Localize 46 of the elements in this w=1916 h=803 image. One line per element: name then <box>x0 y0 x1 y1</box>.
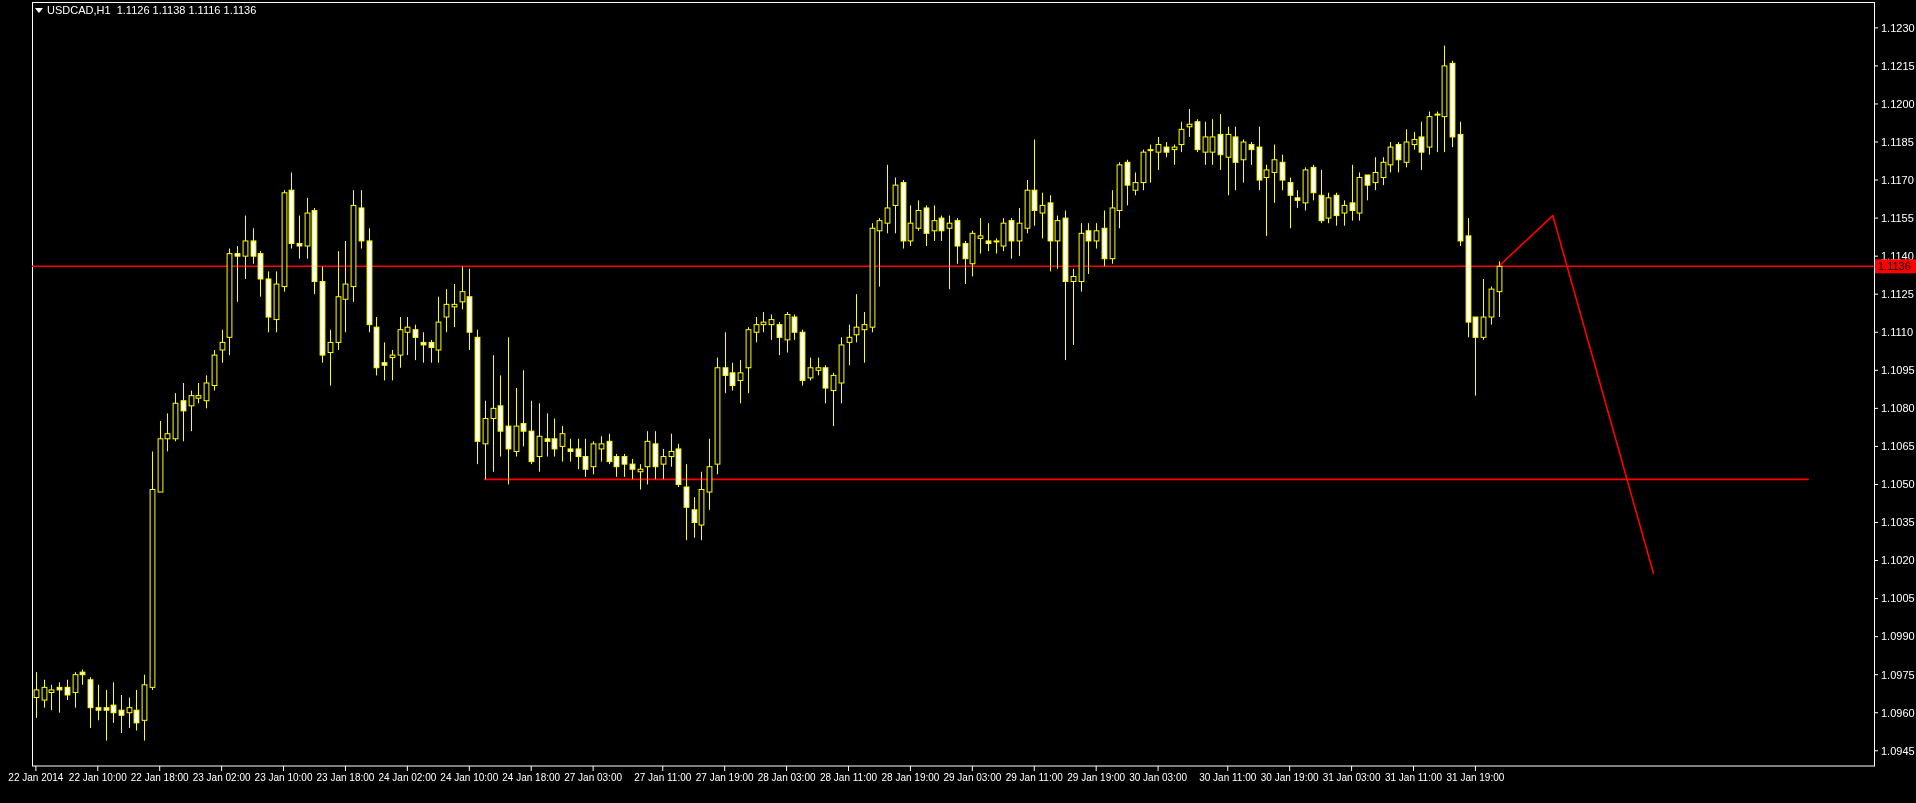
y-tick-label: 1.0945 <box>1881 744 1915 757</box>
x-tick-label: 22 Jan 18:00 <box>130 772 190 783</box>
x-tick-label: 28 Jan 11:00 <box>819 772 878 783</box>
y-tick-label: 1.1185 <box>1881 135 1914 148</box>
y-tick-label: 1.1080 <box>1881 402 1915 415</box>
x-tick-label: 28 Jan 19:00 <box>881 772 940 783</box>
y-tick-label: 1.1140 <box>1881 250 1914 262</box>
y-tick-label: 1.1110 <box>1881 326 1914 339</box>
y-tick-label: 1.1065 <box>1881 440 1915 453</box>
x-tick-label: 28 Jan 03:00 <box>757 772 816 783</box>
x-tick-label: 31 Jan 03:00 <box>1322 772 1381 783</box>
y-tick-label: 1.1095 <box>1881 364 1915 377</box>
x-tick-label: 29 Jan 19:00 <box>1067 772 1126 783</box>
x-tick-label: 30 Jan 11:00 <box>1199 772 1257 783</box>
x-tick-label: 23 Jan 02:00 <box>192 772 251 783</box>
x-tick-label: 24 Jan 10:00 <box>440 772 499 783</box>
y-tick-label: 1.1005 <box>1881 592 1915 605</box>
ref-line-label: 1.1136 <box>1878 260 1911 273</box>
x-tick-label: 31 Jan 11:00 <box>1384 772 1443 783</box>
y-tick-label: 1.1125 <box>1881 288 1914 301</box>
x-tick-label: 27 Jan 19:00 <box>695 772 755 783</box>
y-tick-label: 1.1170 <box>1881 173 1914 186</box>
y-tick-label: 1.0990 <box>1881 630 1915 643</box>
y-tick-label: 1.0960 <box>1881 706 1915 719</box>
y-tick-label: 1.1020 <box>1881 554 1915 567</box>
y-tick-label: 1.1215 <box>1881 59 1915 72</box>
y-tick-label: 1.1155 <box>1881 211 1914 224</box>
x-tick-label: 22 Jan 10:00 <box>68 772 128 783</box>
x-tick-label: 29 Jan 11:00 <box>1005 772 1064 783</box>
x-tick-label: 29 Jan 03:00 <box>943 772 1002 783</box>
x-tick-label: 30 Jan 03:00 <box>1129 772 1188 783</box>
chart-title: USDCAD,H1 1.1126 1.1138 1.1116 1.1136 <box>47 4 257 16</box>
x-tick-label: 23 Jan 18:00 <box>316 772 375 783</box>
y-tick-label: 1.1035 <box>1881 516 1915 529</box>
x-tick-label: 27 Jan 11:00 <box>634 772 692 783</box>
x-tick-label: 30 Jan 19:00 <box>1260 772 1320 783</box>
y-tick-label: 1.0975 <box>1881 668 1915 681</box>
x-tick-label: 31 Jan 19:00 <box>1446 772 1505 783</box>
x-tick-label: 24 Jan 02:00 <box>378 772 437 783</box>
y-tick-label: 1.1050 <box>1881 478 1915 491</box>
x-tick-label: 24 Jan 18:00 <box>502 772 561 783</box>
x-tick-label: 22 Jan 2014 <box>8 772 64 783</box>
y-tick-label: 1.1200 <box>1881 97 1915 110</box>
x-tick-label: 23 Jan 10:00 <box>254 772 313 783</box>
x-tick-label: 27 Jan 03:00 <box>564 772 623 783</box>
y-tick-label: 1.1230 <box>1881 21 1915 34</box>
